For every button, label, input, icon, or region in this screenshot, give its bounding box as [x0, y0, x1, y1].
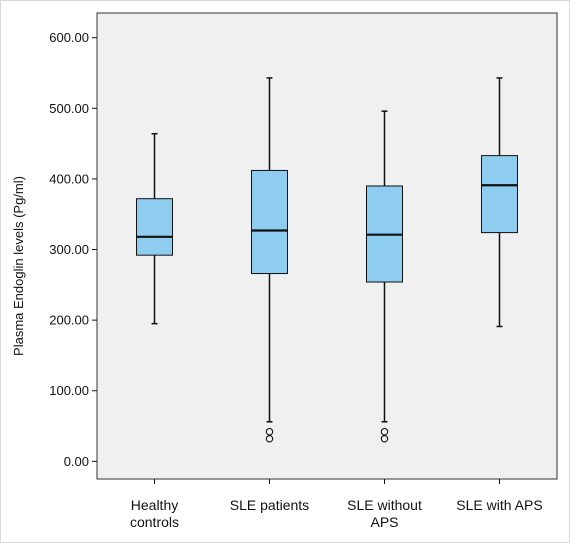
iqr-box	[136, 198, 173, 256]
y-tick-label: 100.00	[49, 383, 89, 398]
outlier-point	[265, 435, 274, 443]
x-tick-label-line: Healthy	[131, 497, 178, 513]
x-axis: Healthy controls SLE patients SLE without AP…	[130, 479, 543, 530]
iqr-box	[481, 155, 518, 234]
x-tick-label-line: controls	[130, 514, 179, 530]
plot-area	[96, 12, 558, 480]
x-tick-label: SLE without APS	[347, 497, 422, 530]
box-group	[481, 77, 518, 328]
box-group	[366, 110, 403, 443]
y-axis-title: Plasma Endoglin levels (Pg/ml)	[11, 176, 26, 356]
y-tick-label: 200.00	[49, 313, 89, 328]
y-tick-label: 500.00	[49, 101, 89, 116]
box-group	[251, 77, 288, 443]
outlier-point	[380, 427, 389, 436]
x-tick-label-line: SLE patients	[230, 497, 309, 513]
y-tick-label: 300.00	[49, 242, 89, 257]
x-tick-label-line: SLE with APS	[456, 497, 542, 513]
box-group	[136, 132, 173, 325]
x-tick-label: SLE with APS	[456, 497, 542, 513]
x-tick-label-line: SLE without	[347, 497, 422, 513]
x-tick-label: SLE patients	[230, 497, 309, 513]
iqr-box	[251, 169, 288, 275]
x-tick-label: Healthy controls	[130, 497, 179, 530]
y-tick-label: 400.00	[49, 171, 89, 186]
outlier-point	[380, 435, 389, 443]
y-axis: 0.00 100.00 200.00 300.00 400.00 500.00 600.00	[49, 30, 97, 469]
box-series	[136, 77, 518, 443]
x-tick-label-line: APS	[370, 514, 398, 530]
outlier-point	[265, 427, 274, 436]
y-tick-label: 600.00	[49, 30, 89, 45]
y-tick-label: 0.00	[64, 454, 89, 469]
